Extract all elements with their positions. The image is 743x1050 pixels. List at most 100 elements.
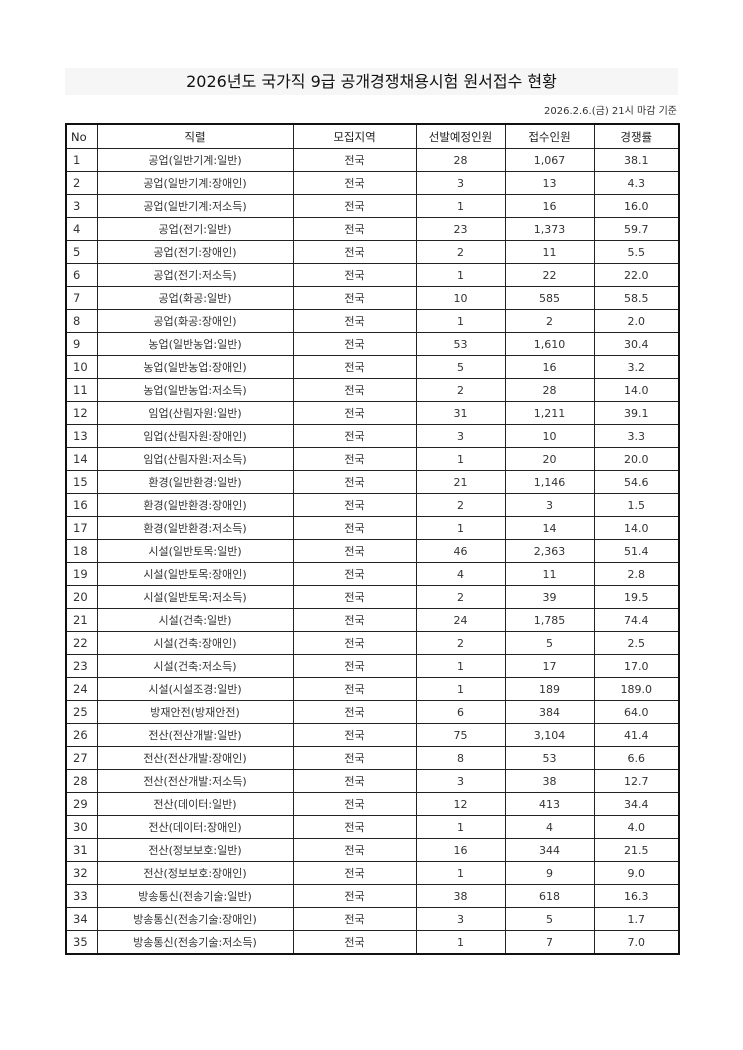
- cell-region: 전국: [292, 424, 417, 448]
- cell-applicants: 38: [504, 769, 595, 793]
- cell-ratio: 17.0: [593, 654, 680, 678]
- cell-ratio: 2.0: [593, 309, 680, 333]
- cell-planned: 21: [415, 470, 506, 494]
- table-row: 4 공업(전기:일반) 전국 23 1,373 59.7: [65, 217, 680, 241]
- cell-planned: 1: [415, 309, 506, 333]
- cell-no: 13: [65, 424, 98, 448]
- table-row: 15 환경(일반환경:일반) 전국 21 1,146 54.6: [65, 470, 680, 494]
- cell-region: 전국: [292, 516, 417, 540]
- header-ratio: 경쟁률: [593, 123, 680, 149]
- cell-no: 23: [65, 654, 98, 678]
- cell-ratio: 14.0: [593, 378, 680, 402]
- cell-applicants: 28: [504, 378, 595, 402]
- cell-position: 공업(화공:장애인): [96, 309, 294, 333]
- cell-planned: 3: [415, 171, 506, 195]
- cell-region: 전국: [292, 401, 417, 425]
- cell-position: 공업(전기:일반): [96, 217, 294, 241]
- cell-region: 전국: [292, 907, 417, 931]
- cell-planned: 46: [415, 539, 506, 563]
- cell-no: 33: [65, 884, 98, 908]
- cell-ratio: 64.0: [593, 700, 680, 724]
- cell-no: 11: [65, 378, 98, 402]
- cell-ratio: 1.5: [593, 493, 680, 517]
- cell-region: 전국: [292, 677, 417, 701]
- table-row: 11 농업(일반농업:저소득) 전국 2 28 14.0: [65, 378, 680, 402]
- cell-region: 전국: [292, 723, 417, 747]
- table-row: 2 공업(일반기계:장애인) 전국 3 13 4.3: [65, 171, 680, 195]
- cell-region: 전국: [292, 171, 417, 195]
- cell-no: 20: [65, 585, 98, 609]
- table-row: 31 전산(정보보호:일반) 전국 16 344 21.5: [65, 838, 680, 862]
- date-note: 2026.2.6.(금) 21시 마감 기준: [544, 106, 677, 117]
- cell-applicants: 585: [504, 286, 595, 310]
- cell-no: 34: [65, 907, 98, 931]
- cell-region: 전국: [292, 286, 417, 310]
- cell-no: 30: [65, 815, 98, 839]
- table-row: 16 환경(일반환경:장애인) 전국 2 3 1.5: [65, 493, 680, 517]
- cell-position: 전산(전산개발:장애인): [96, 746, 294, 770]
- cell-applicants: 384: [504, 700, 595, 724]
- header-applicants: 접수인원: [504, 123, 595, 149]
- table-row: 5 공업(전기:장애인) 전국 2 11 5.5: [65, 240, 680, 264]
- table-row: 8 공업(화공:장애인) 전국 1 2 2.0: [65, 309, 680, 333]
- cell-ratio: 1.7: [593, 907, 680, 931]
- cell-planned: 8: [415, 746, 506, 770]
- cell-applicants: 20: [504, 447, 595, 471]
- cell-no: 10: [65, 355, 98, 379]
- cell-ratio: 19.5: [593, 585, 680, 609]
- table-row: 1 공업(일반기계:일반) 전국 28 1,067 38.1: [65, 148, 680, 172]
- cell-ratio: 54.6: [593, 470, 680, 494]
- cell-region: 전국: [292, 792, 417, 816]
- cell-no: 24: [65, 677, 98, 701]
- cell-position: 전산(전산개발:저소득): [96, 769, 294, 793]
- cell-planned: 2: [415, 585, 506, 609]
- cell-planned: 1: [415, 861, 506, 885]
- cell-position: 전산(정보보호:장애인): [96, 861, 294, 885]
- cell-position: 시설(일반토목:장애인): [96, 562, 294, 586]
- application-status-table: No 직렬 모집지역 선발예정인원 접수인원 경쟁률 1 공업(일반기계:일반) 전…: [65, 123, 680, 955]
- cell-position: 전산(전산개발:일반): [96, 723, 294, 747]
- cell-region: 전국: [292, 608, 417, 632]
- cell-region: 전국: [292, 539, 417, 563]
- cell-position: 시설(건축:저소득): [96, 654, 294, 678]
- cell-ratio: 189.0: [593, 677, 680, 701]
- cell-region: 전국: [292, 654, 417, 678]
- cell-ratio: 34.4: [593, 792, 680, 816]
- cell-no: 31: [65, 838, 98, 862]
- cell-position: 시설(일반토목:일반): [96, 539, 294, 563]
- table-row: 27 전산(전산개발:장애인) 전국 8 53 6.6: [65, 746, 680, 770]
- cell-position: 임업(산림자원:장애인): [96, 424, 294, 448]
- cell-no: 22: [65, 631, 98, 655]
- cell-ratio: 9.0: [593, 861, 680, 885]
- cell-position: 시설(일반토목:저소득): [96, 585, 294, 609]
- cell-planned: 2: [415, 631, 506, 655]
- header-no: No: [65, 123, 98, 149]
- cell-position: 시설(시설조경:일반): [96, 677, 294, 701]
- document-title: 2026년도 국가직 9급 공개경쟁채용시험 원서접수 현황: [65, 68, 678, 95]
- header-position: 직렬: [96, 123, 294, 149]
- cell-applicants: 413: [504, 792, 595, 816]
- cell-applicants: 10: [504, 424, 595, 448]
- table-row: 9 농업(일반농업:일반) 전국 53 1,610 30.4: [65, 332, 680, 356]
- table-row: 7 공업(화공:일반) 전국 10 585 58.5: [65, 286, 680, 310]
- cell-applicants: 1,785: [504, 608, 595, 632]
- cell-ratio: 3.2: [593, 355, 680, 379]
- cell-planned: 2: [415, 493, 506, 517]
- table-row: 32 전산(정보보호:장애인) 전국 1 9 9.0: [65, 861, 680, 885]
- cell-region: 전국: [292, 861, 417, 885]
- cell-applicants: 3,104: [504, 723, 595, 747]
- cell-applicants: 1,610: [504, 332, 595, 356]
- table-row: 6 공업(전기:저소득) 전국 1 22 22.0: [65, 263, 680, 287]
- cell-planned: 1: [415, 654, 506, 678]
- cell-applicants: 1,373: [504, 217, 595, 241]
- cell-planned: 31: [415, 401, 506, 425]
- cell-applicants: 7: [504, 930, 595, 955]
- cell-position: 임업(산림자원:저소득): [96, 447, 294, 471]
- cell-ratio: 30.4: [593, 332, 680, 356]
- cell-ratio: 39.1: [593, 401, 680, 425]
- cell-no: 5: [65, 240, 98, 264]
- cell-region: 전국: [292, 838, 417, 862]
- cell-region: 전국: [292, 769, 417, 793]
- header-region: 모집지역: [292, 123, 417, 149]
- cell-applicants: 189: [504, 677, 595, 701]
